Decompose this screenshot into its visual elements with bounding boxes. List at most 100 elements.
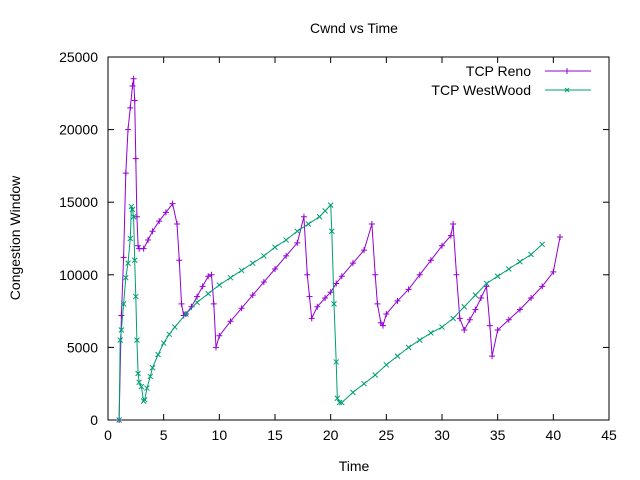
legend-label-reno: TCP Reno: [466, 63, 531, 79]
data-point: [483, 280, 490, 287]
x-tick-label: 10: [212, 427, 228, 443]
data-point: [212, 344, 219, 351]
data-point: [132, 293, 139, 300]
data-point: [249, 292, 256, 299]
data-point: [294, 239, 301, 246]
data-point: [333, 280, 340, 287]
data-point: [261, 253, 267, 259]
data-point: [118, 327, 125, 333]
data-point: [194, 293, 201, 300]
data-point: [472, 306, 479, 313]
data-point: [305, 221, 312, 227]
x-axis-ticks: 0 5 10 15 20 25 30 35 40 45: [104, 57, 617, 443]
x-tick-label: 45: [601, 427, 617, 443]
data-point: [489, 353, 496, 360]
data-point: [416, 337, 423, 343]
y-tick-label: 15000: [59, 194, 98, 210]
series-line: [118, 203, 543, 421]
data-point: [379, 322, 386, 329]
data-point: [120, 254, 127, 261]
data-point: [300, 213, 307, 220]
data-point: [249, 260, 256, 267]
data-point: [133, 213, 140, 220]
data-point: [368, 220, 375, 227]
data-point: [528, 295, 535, 302]
data-point: [117, 337, 124, 343]
series-line: [118, 78, 561, 421]
x-tick-label: 30: [434, 427, 450, 443]
data-point: [144, 385, 150, 391]
data-point: [210, 300, 217, 307]
data-point: [361, 247, 368, 254]
data-point: [205, 273, 212, 280]
legend: TCP Reno TCP WestWood: [431, 63, 591, 98]
data-point: [338, 273, 345, 280]
data-point: [461, 326, 468, 333]
data-point: [283, 252, 290, 259]
data-point: [127, 104, 134, 111]
data-point: [453, 271, 460, 278]
data-point: [517, 258, 523, 265]
data-point: [308, 315, 315, 322]
legend-label-westwood: TCP WestWood: [431, 82, 531, 98]
data-point: [314, 303, 321, 310]
data-point: [528, 251, 534, 258]
data-point: [361, 380, 367, 387]
data-point: [130, 75, 137, 82]
data-point: [494, 273, 501, 280]
data-point: [283, 237, 289, 243]
plot-frame: [107, 56, 610, 421]
data-point: [294, 228, 301, 235]
data-point: [334, 395, 341, 402]
data-point: [141, 396, 148, 403]
data-point: [272, 265, 278, 272]
data-point: [260, 279, 267, 286]
data-point: [333, 359, 340, 365]
series-layer: [116, 75, 564, 423]
data-point: [227, 274, 234, 281]
legend-entry-westwood: TCP WestWood: [431, 82, 591, 98]
data-point: [394, 297, 401, 304]
data-point: [120, 300, 127, 307]
y-tick-label: 0: [90, 412, 98, 428]
data-point: [166, 331, 173, 338]
data-point: [461, 303, 468, 310]
data-point: [550, 268, 557, 275]
data-point: [539, 241, 546, 248]
data-point: [394, 353, 401, 359]
x-tick-label: 20: [323, 427, 339, 443]
data-point: [129, 83, 136, 90]
data-point: [336, 399, 343, 406]
data-point: [405, 344, 412, 351]
data-point: [160, 340, 167, 346]
x-tick-label: 0: [104, 427, 112, 443]
y-tick-label: 5000: [67, 339, 98, 355]
data-point: [131, 97, 138, 104]
data-point: [338, 399, 345, 406]
chart-title: Cwnd vs Time: [310, 20, 398, 36]
data-point: [483, 283, 490, 290]
series-westwood: [116, 202, 546, 423]
data-point: [472, 292, 479, 298]
data-point: [132, 155, 139, 162]
y-tick-label: 10000: [59, 267, 98, 283]
data-point: [372, 372, 379, 378]
data-point: [466, 316, 473, 323]
data-point: [322, 208, 328, 214]
legend-marker-reno: [564, 68, 570, 74]
data-point: [456, 315, 463, 322]
data-point: [183, 311, 189, 317]
data-point: [428, 330, 434, 336]
data-point: [505, 316, 512, 323]
data-point: [516, 306, 523, 313]
y-tick-label: 20000: [59, 122, 98, 138]
data-point: [194, 299, 200, 306]
data-point: [374, 300, 381, 307]
x-tick-label: 15: [267, 427, 283, 443]
data-point: [176, 257, 183, 264]
data-point: [416, 271, 423, 278]
data-point: [327, 202, 334, 208]
data-point: [328, 228, 335, 235]
data-point: [122, 170, 129, 177]
data-point: [331, 300, 337, 307]
